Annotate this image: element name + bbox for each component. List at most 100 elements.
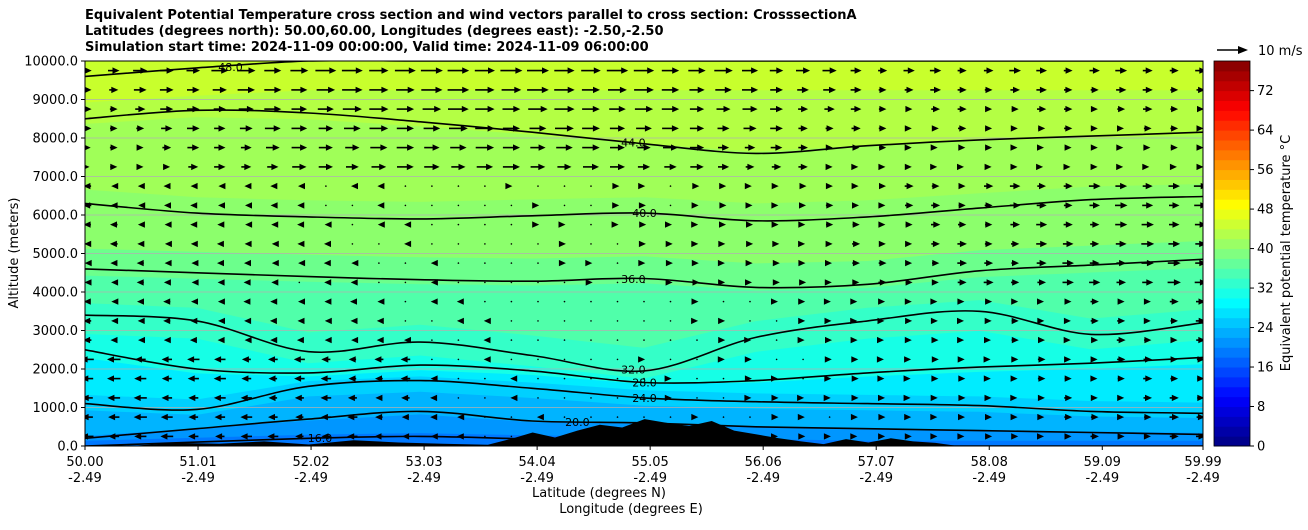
x-tick-label-lat-6: 56.06 — [745, 455, 782, 470]
wind-vector-14 — [456, 433, 464, 440]
wind-vector-636 — [984, 163, 992, 171]
wind-vector-603 — [110, 163, 118, 171]
x-tick-label-lon-0: -2.49 — [68, 471, 102, 486]
wind-vector-548 — [931, 202, 941, 209]
wind-vector-342 — [1169, 298, 1179, 305]
wind-vector-72 — [850, 413, 858, 421]
wind-vector-20 — [616, 435, 619, 438]
wind-vector-324 — [691, 298, 699, 305]
wind-vector-124 — [1090, 394, 1098, 402]
wind-vector-239 — [718, 336, 726, 344]
chart-title-line-1: Equivalent Potential Temperature cross s… — [85, 8, 857, 23]
wind-vector-721 — [958, 125, 967, 132]
wind-vector-487 — [457, 223, 460, 226]
wind-vector-759 — [824, 105, 835, 113]
wind-vector-780 — [237, 86, 255, 94]
wind-vector-224 — [324, 336, 332, 344]
wind-vector-291 — [957, 317, 964, 325]
wind-vector-512 — [1115, 221, 1128, 228]
colorbar-segment-28 — [1214, 159, 1250, 171]
wind-vector-233 — [563, 339, 566, 341]
wind-vector-315 — [456, 298, 464, 305]
wind-vector-807 — [957, 86, 967, 94]
wind-vector-682 — [1064, 144, 1072, 151]
wind-vector-568 — [325, 185, 327, 187]
colorbar-segment-13 — [1214, 307, 1250, 319]
wind-vector-689 — [110, 125, 118, 132]
wind-vector-379 — [1011, 279, 1020, 286]
wind-vector-562 — [163, 182, 171, 190]
wind-vector-566 — [270, 182, 278, 190]
wind-vector-91 — [213, 394, 226, 402]
wind-vector-809 — [1010, 86, 1020, 94]
wind-vector-573 — [457, 185, 460, 187]
wind-vector-762 — [905, 105, 913, 113]
wind-vector-556 — [1142, 202, 1154, 209]
wind-vector-511 — [1090, 221, 1100, 228]
wind-vector-95 — [320, 394, 332, 402]
wind-vector-187 — [483, 356, 491, 363]
wind-vector-350 — [243, 279, 251, 286]
wind-vector-112 — [771, 394, 779, 402]
wind-vector-115 — [851, 394, 859, 402]
wind-vector-451 — [638, 240, 646, 248]
wind-vector-225 — [351, 336, 359, 344]
wind-vector-745 — [448, 105, 469, 113]
wind-vector-76 — [958, 413, 965, 421]
wind-vector-675 — [879, 144, 887, 151]
wind-vector-690 — [136, 125, 145, 132]
wind-vector-12 — [402, 433, 410, 440]
x-axis-label-lon: Longitude (degrees E) — [559, 502, 703, 517]
wind-vector-740 — [317, 105, 334, 113]
wind-vector-584 — [744, 182, 752, 190]
wind-vector-672 — [798, 144, 808, 151]
wind-vector-698 — [344, 125, 361, 132]
wind-vector-820 — [160, 67, 174, 74]
x-tick-label-lon-7: -2.49 — [859, 471, 893, 486]
terrain-silhouette — [129, 419, 958, 446]
wind-vector-52 — [320, 413, 331, 421]
wind-vector-787 — [421, 86, 443, 94]
contour-label-7: 20.0 — [565, 416, 590, 429]
wind-vector-121 — [1010, 394, 1018, 402]
x-axis-label-lat: Latitude (degrees N) — [532, 486, 666, 501]
wind-vector-450 — [616, 243, 619, 245]
wind-vector-88 — [133, 394, 147, 402]
wind-vector-833 — [500, 67, 523, 74]
wind-vector-295 — [1063, 317, 1071, 325]
x-tick-label-lat-7: 57.07 — [858, 455, 895, 470]
wind-vector-664 — [582, 144, 600, 151]
colorbar: 0 8 16 24 32 40 48 56 64 72 — [1213, 60, 1274, 455]
wind-vector-607 — [214, 163, 226, 171]
wind-vector-77 — [985, 413, 992, 421]
wind-vector-280 — [669, 320, 672, 322]
wind-vector-644 — [1196, 163, 1203, 171]
wind-vector-158 — [851, 375, 859, 382]
wind-vector-631 — [851, 163, 859, 171]
colorbar-segment-8 — [1214, 357, 1250, 368]
wind-vector-694 — [239, 125, 253, 132]
wind-vector-203 — [904, 356, 912, 363]
wind-vector-375 — [905, 279, 913, 286]
wind-vector-6 — [240, 433, 252, 440]
y-tick-label-6: 6000.0 — [33, 209, 79, 224]
wind-vector-755 — [716, 105, 731, 113]
wind-vector-113 — [797, 394, 805, 402]
wind-vector-192 — [616, 358, 619, 361]
wind-vector-794 — [608, 86, 627, 94]
wind-vector-646 — [109, 144, 118, 151]
wind-vector-499 — [771, 221, 779, 228]
wind-vector-674 — [852, 144, 860, 151]
wind-vector-340 — [1117, 298, 1125, 305]
wind-vector-539 — [691, 202, 699, 209]
wind-vector-205 — [957, 356, 965, 363]
wind-vector-717 — [851, 125, 861, 132]
wind-vector-756 — [742, 105, 758, 113]
wind-vector-723 — [1010, 125, 1018, 132]
x-tick-label-lon-8: -2.49 — [972, 471, 1006, 486]
wind-vector-349 — [217, 279, 225, 286]
wind-vector-796 — [661, 86, 680, 94]
wind-vector-550 — [984, 202, 993, 209]
colorbar-segment-37 — [1214, 70, 1250, 82]
wind-vector-89 — [161, 394, 173, 402]
